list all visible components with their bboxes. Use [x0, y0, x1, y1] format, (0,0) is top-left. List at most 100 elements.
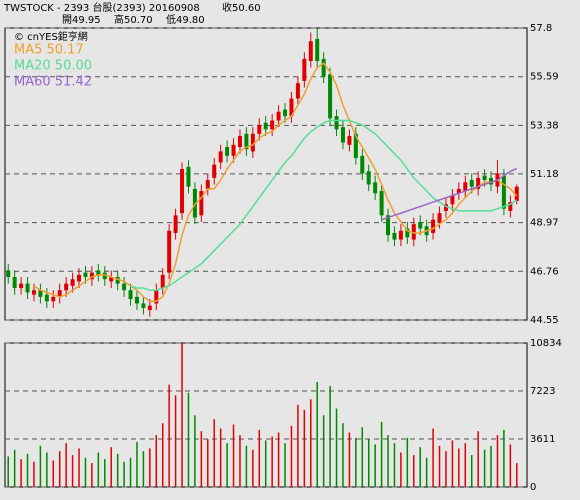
- legend-entry: MA60 51.42: [14, 75, 92, 90]
- legend-entry: MA20 50.00: [14, 59, 92, 74]
- candle-body: [463, 182, 468, 192]
- candle-body: [160, 274, 165, 289]
- candle-body: [134, 296, 139, 304]
- header-title: TWSTOCK - 2393 台股(2393) 20160908: [3, 1, 200, 14]
- ma-line: [33, 62, 518, 303]
- ma-line: [130, 119, 518, 291]
- candle-body: [328, 74, 333, 119]
- candle-body: [186, 166, 191, 187]
- candle-body: [373, 182, 378, 194]
- candle-body: [334, 116, 339, 130]
- candle-body: [180, 169, 185, 214]
- candle-body: [218, 151, 223, 163]
- y-tick-label: 7223: [530, 386, 555, 397]
- candle-body: [109, 277, 114, 282]
- candle-body: [38, 290, 43, 297]
- candle-body: [89, 272, 94, 280]
- candle-body: [154, 290, 159, 304]
- candle-body: [83, 272, 88, 278]
- y-tick-label: 55.59: [530, 72, 559, 83]
- candle-body: [96, 270, 101, 275]
- candle-body: [199, 191, 204, 216]
- y-tick-label: 44.55: [530, 315, 559, 326]
- candle-body: [283, 109, 288, 117]
- candle-body: [398, 230, 403, 240]
- candle-body: [386, 215, 391, 236]
- candle-body: [489, 177, 494, 185]
- candle-body: [508, 202, 513, 211]
- header-high: 高50.70: [114, 13, 153, 26]
- candle-body: [244, 133, 249, 150]
- candle-body: [205, 180, 210, 189]
- candle-body: [469, 180, 474, 187]
- candle-body: [379, 191, 384, 216]
- candle-body: [70, 279, 75, 286]
- candle-body: [102, 272, 107, 280]
- candle-body: [456, 188, 461, 194]
- candle-body: [212, 164, 217, 178]
- candle-body: [437, 213, 442, 222]
- candle-body: [302, 58, 307, 81]
- candle-body: [308, 41, 313, 62]
- y-tick-label: 10834: [530, 338, 562, 349]
- y-tick-label: 53.38: [530, 120, 559, 131]
- header-close: 收50.60: [222, 1, 261, 14]
- candle-body: [250, 133, 255, 152]
- candle-body: [173, 215, 178, 233]
- candle-body: [340, 127, 345, 143]
- candle-body: [431, 219, 436, 233]
- candle-body: [450, 195, 455, 205]
- candle-body: [443, 204, 448, 211]
- candle-body: [192, 188, 197, 218]
- candle-body: [51, 296, 56, 302]
- candle-body: [476, 177, 481, 189]
- y-tick-label: 48.97: [530, 218, 559, 229]
- candle-body: [31, 290, 36, 295]
- candle-body: [128, 290, 133, 300]
- candle-body: [321, 58, 326, 77]
- candle-body: [315, 39, 320, 62]
- candle-body: [44, 294, 49, 302]
- candle-body: [6, 270, 11, 278]
- candle-body: [514, 186, 519, 201]
- y-tick-label: 0: [530, 482, 536, 493]
- header-open: 開49.95: [62, 14, 101, 26]
- candle-body: [147, 305, 152, 311]
- candle-body: [366, 171, 371, 185]
- legend-entry: MA5 50.17: [14, 43, 84, 58]
- candle-body: [276, 111, 281, 121]
- candle-body: [392, 232, 397, 240]
- candle-body: [25, 283, 30, 293]
- candle-body: [263, 122, 268, 130]
- candle-body: [115, 277, 120, 284]
- candle-body: [411, 224, 416, 240]
- candle-body: [141, 303, 146, 308]
- y-tick-label: 46.76: [530, 266, 559, 277]
- candle-body: [19, 283, 24, 289]
- candle-body: [289, 98, 294, 117]
- candle-body: [77, 274, 82, 282]
- candle-body: [122, 283, 127, 291]
- candle-body: [295, 83, 300, 99]
- candle-body: [167, 230, 172, 273]
- candle-body: [231, 144, 236, 156]
- candle-body: [64, 283, 69, 291]
- y-tick-label: 3611: [530, 434, 555, 445]
- candle-body: [270, 120, 275, 130]
- candle-body: [237, 135, 242, 148]
- y-tick-label: 57.8: [530, 23, 552, 34]
- candle-body: [57, 290, 62, 297]
- candle-body: [501, 175, 506, 209]
- header-low: 低49.80: [166, 13, 205, 26]
- candle-body: [482, 175, 487, 181]
- ma-line: [381, 167, 518, 221]
- candle-body: [12, 277, 17, 289]
- candle-body: [360, 155, 365, 174]
- y-tick-label: 51.18: [530, 169, 559, 180]
- candle-body: [225, 147, 230, 156]
- candle-body: [347, 135, 352, 145]
- candle-body: [405, 228, 410, 238]
- candle-body: [353, 133, 358, 159]
